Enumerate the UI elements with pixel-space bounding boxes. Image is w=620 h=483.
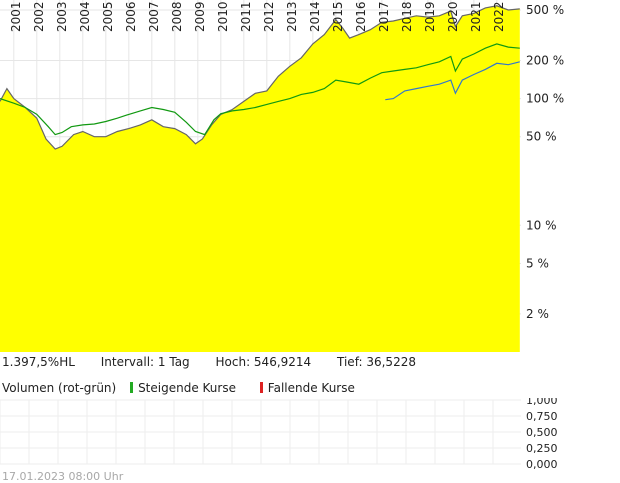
x-tick-label: 2010 (216, 1, 230, 32)
low-value: Tief: 36,5228 (337, 355, 416, 369)
volume-axis-labels: 1,000 0,750 0,500 0,250 0,000 (526, 398, 558, 470)
interval-value: Intervall: 1 Tag (100, 355, 190, 369)
legend-rising: Steigende Kurse (130, 381, 246, 395)
x-tick-label: 2007 (147, 1, 161, 32)
x-tick-label: 2011 (239, 1, 253, 32)
main-price-line (0, 5, 520, 150)
volume-tick-label: 1,000 (526, 398, 558, 407)
x-axis-year-labels: 2001 2002 2003 2004 2005 2006 2007 2008 2009 2010… (9, 1, 506, 32)
x-tick-label: 2006 (124, 1, 138, 32)
legend-falling: Fallende Kurse (259, 381, 365, 395)
x-tick-label: 2002 (32, 1, 46, 32)
y-tick-label: 50 % (526, 130, 557, 144)
falling-label: Fallende Kurse (267, 381, 355, 395)
comparison-line-green (0, 43, 520, 136)
main-price-area (0, 5, 520, 352)
volume-grid (0, 399, 521, 465)
comparison-line-blue (385, 61, 520, 101)
x-tick-label: 2016 (354, 1, 368, 32)
x-tick-label: 2022 (492, 1, 506, 32)
x-tick-label: 2015 (331, 1, 345, 32)
x-tick-label: 2009 (193, 1, 207, 32)
volume-tick-label: 0,000 (526, 458, 558, 470)
rising-swatch-icon (130, 382, 134, 393)
y-tick-label: 2 % (526, 307, 549, 321)
y-tick-label: 100 % (526, 92, 564, 106)
y-tick-label: 10 % (526, 218, 557, 232)
volume-legend: Volumen (rot-grün) Steigende Kurse Falle… (2, 381, 375, 395)
x-tick-label: 2008 (170, 1, 184, 32)
x-tick-label: 2014 (308, 1, 322, 32)
volume-tick-label: 0,500 (526, 426, 558, 439)
x-tick-label: 2019 (423, 1, 437, 32)
x-tick-label: 2018 (400, 1, 414, 32)
y-tick-label: 5 % (526, 256, 549, 270)
performance-value: 1.397,5%HL (2, 355, 75, 369)
volume-tick-label: 0,250 (526, 442, 558, 455)
price-chart: 2001 2002 2003 2004 2005 2006 2007 2008 2009 2010… (0, 0, 564, 352)
volume-tick-label: 0,750 (526, 410, 558, 423)
x-tick-label: 2005 (101, 1, 115, 32)
high-value: Hoch: 546,9214 (215, 355, 312, 369)
x-tick-label: 2017 (377, 1, 391, 32)
x-tick-label: 2001 (9, 1, 23, 32)
x-tick-label: 2021 (469, 1, 483, 32)
volume-label: Volumen (rot-grün) (2, 381, 117, 395)
volume-chart: 1,000 0,750 0,500 0,250 0,000 (0, 398, 558, 470)
x-tick-label: 2003 (55, 1, 69, 32)
rising-label: Steigende Kurse (138, 381, 236, 395)
y-tick-label: 500 % (526, 3, 564, 17)
x-tick-label: 2012 (262, 1, 276, 32)
stats-row: 1.397,5%HL Intervall: 1 Tag Hoch: 546,92… (2, 355, 438, 369)
falling-swatch-icon (259, 382, 263, 393)
footer-timestamp: 17.01.2023 08:00 Uhr (2, 470, 124, 483)
y-tick-label: 200 % (526, 53, 564, 67)
x-tick-label: 2013 (285, 1, 299, 32)
x-tick-label: 2020 (446, 1, 460, 32)
x-tick-label: 2004 (78, 1, 92, 32)
y-axis-percent-labels: 500 % 200 % 100 % 50 % 10 % 5 % 2 % (526, 3, 564, 321)
